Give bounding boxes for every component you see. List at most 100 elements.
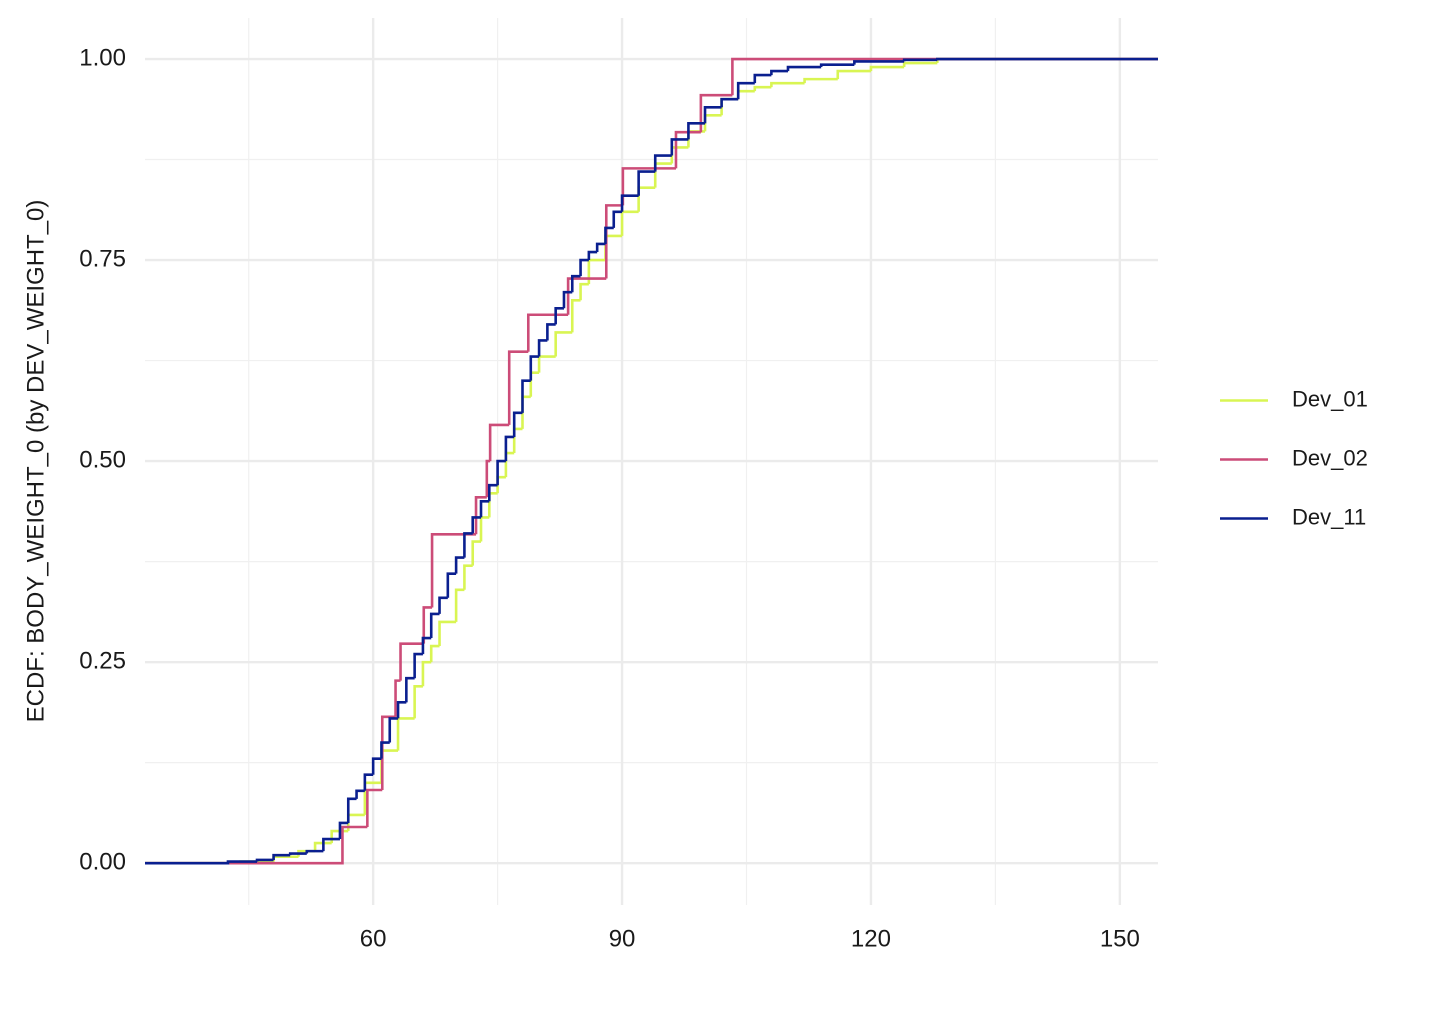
ecdf-step — [421, 660, 432, 687]
ecdf-step — [145, 825, 368, 865]
ecdf-step — [753, 85, 772, 92]
ecdf-step — [422, 606, 433, 644]
ecdf-step — [670, 146, 689, 164]
ecdf-step — [753, 73, 772, 84]
ecdf-step — [388, 717, 399, 743]
ecdf-step — [338, 821, 349, 840]
ecdf-step — [637, 186, 656, 212]
legend-label: Dev_11 — [1292, 504, 1366, 529]
ecdf-step — [587, 258, 606, 285]
ecdf-step — [537, 355, 556, 373]
ecdf-step — [446, 572, 457, 598]
ecdf-step — [579, 282, 589, 301]
ecdf-step — [562, 290, 573, 309]
ecdf-step — [380, 741, 390, 759]
ecdf-step — [471, 516, 482, 534]
y-tick-label: 0.75 — [79, 245, 126, 272]
ecdf-step — [786, 65, 822, 72]
ecdf-step — [305, 849, 324, 854]
ecdf-step — [504, 435, 515, 462]
ecdf-step — [554, 331, 573, 357]
ecdf-step — [803, 77, 838, 84]
ecdf-step — [512, 411, 523, 437]
ecdf-step — [405, 676, 415, 703]
x-tick-label: 120 — [851, 925, 891, 952]
ecdf-step — [604, 234, 623, 261]
ecdf-step — [463, 564, 473, 590]
ecdf-step — [507, 350, 529, 425]
ecdf-step — [521, 379, 531, 413]
ecdf-step — [355, 789, 365, 799]
ecdf-step — [463, 532, 473, 558]
ecdf-step — [621, 167, 676, 206]
y-tick-label: 0.25 — [79, 647, 126, 674]
ecdf-step — [731, 57, 1158, 96]
ecdf-step — [288, 852, 307, 856]
ecdf-step — [869, 65, 905, 72]
legend-label: Dev_02 — [1292, 445, 1368, 470]
ecdf-step — [595, 242, 606, 253]
y-tick-label: 1.00 — [79, 44, 126, 71]
ecdf-step — [366, 788, 383, 827]
ecdf-step — [145, 860, 258, 865]
ecdf-step — [413, 652, 423, 679]
ecdf-step — [670, 138, 689, 156]
ecdf-step — [438, 596, 448, 614]
ecdf-step — [770, 81, 805, 88]
ecdf-step — [529, 355, 540, 381]
ecdf-step — [396, 717, 415, 751]
ecdf-step — [770, 69, 788, 76]
ecdf-step — [396, 701, 407, 719]
ecdf-step — [570, 274, 581, 293]
ecdf-step — [653, 154, 672, 172]
ecdf-step — [430, 532, 477, 608]
ecdf-step — [566, 277, 607, 315]
ecdf-step — [479, 516, 490, 542]
ecdf-step — [488, 423, 510, 462]
ecdf-step — [570, 298, 581, 333]
ecdf-step — [936, 57, 1158, 61]
ecdf-step — [413, 684, 423, 719]
ecdf-step — [637, 170, 656, 196]
ecdf-step — [488, 483, 498, 502]
y-tick-label: 0.50 — [79, 446, 126, 473]
ecdf-step — [554, 307, 564, 325]
ecdf-step — [429, 612, 440, 639]
ecdf-step — [537, 339, 548, 357]
ecdf-step — [479, 500, 490, 518]
ecdf-step — [313, 841, 332, 852]
ecdf-step — [736, 81, 755, 100]
ecdf-step — [421, 636, 432, 655]
x-tick-label: 90 — [609, 925, 636, 952]
ecdf-step — [471, 540, 482, 566]
ecdf-step — [429, 644, 440, 663]
x-tick-label: 60 — [360, 925, 387, 952]
ecdf-step — [902, 61, 938, 68]
ecdf-step — [587, 250, 598, 261]
ecdf-step — [346, 797, 357, 823]
ecdf-step — [380, 715, 396, 791]
ecdf-step — [720, 97, 739, 108]
y-axis-label: ECDF: BODY_WEIGHT_0 (by DEV_WEIGHT_0) — [22, 200, 49, 723]
ecdf-step — [255, 858, 274, 862]
legend-label: Dev_01 — [1292, 386, 1368, 411]
ecdf-step — [604, 204, 623, 279]
ecdf-step — [371, 757, 382, 775]
ecdf-step — [853, 60, 905, 65]
y-tick-label: 0.00 — [79, 849, 126, 876]
ecdf-step — [674, 130, 701, 169]
ecdf-step — [579, 258, 589, 277]
ecdf-step — [454, 588, 465, 622]
ecdf-step — [546, 323, 556, 341]
ecdf-step — [394, 679, 401, 717]
ecdf-step — [836, 69, 871, 80]
ecdf-step — [454, 556, 465, 574]
x-tick-label: 150 — [1100, 925, 1140, 952]
ecdf-step — [474, 495, 487, 535]
ecdf-step — [699, 93, 733, 133]
ecdf-step — [604, 226, 614, 244]
ecdf-step — [687, 122, 706, 140]
ecdf-step — [272, 855, 299, 862]
ecdf-step — [612, 210, 623, 228]
